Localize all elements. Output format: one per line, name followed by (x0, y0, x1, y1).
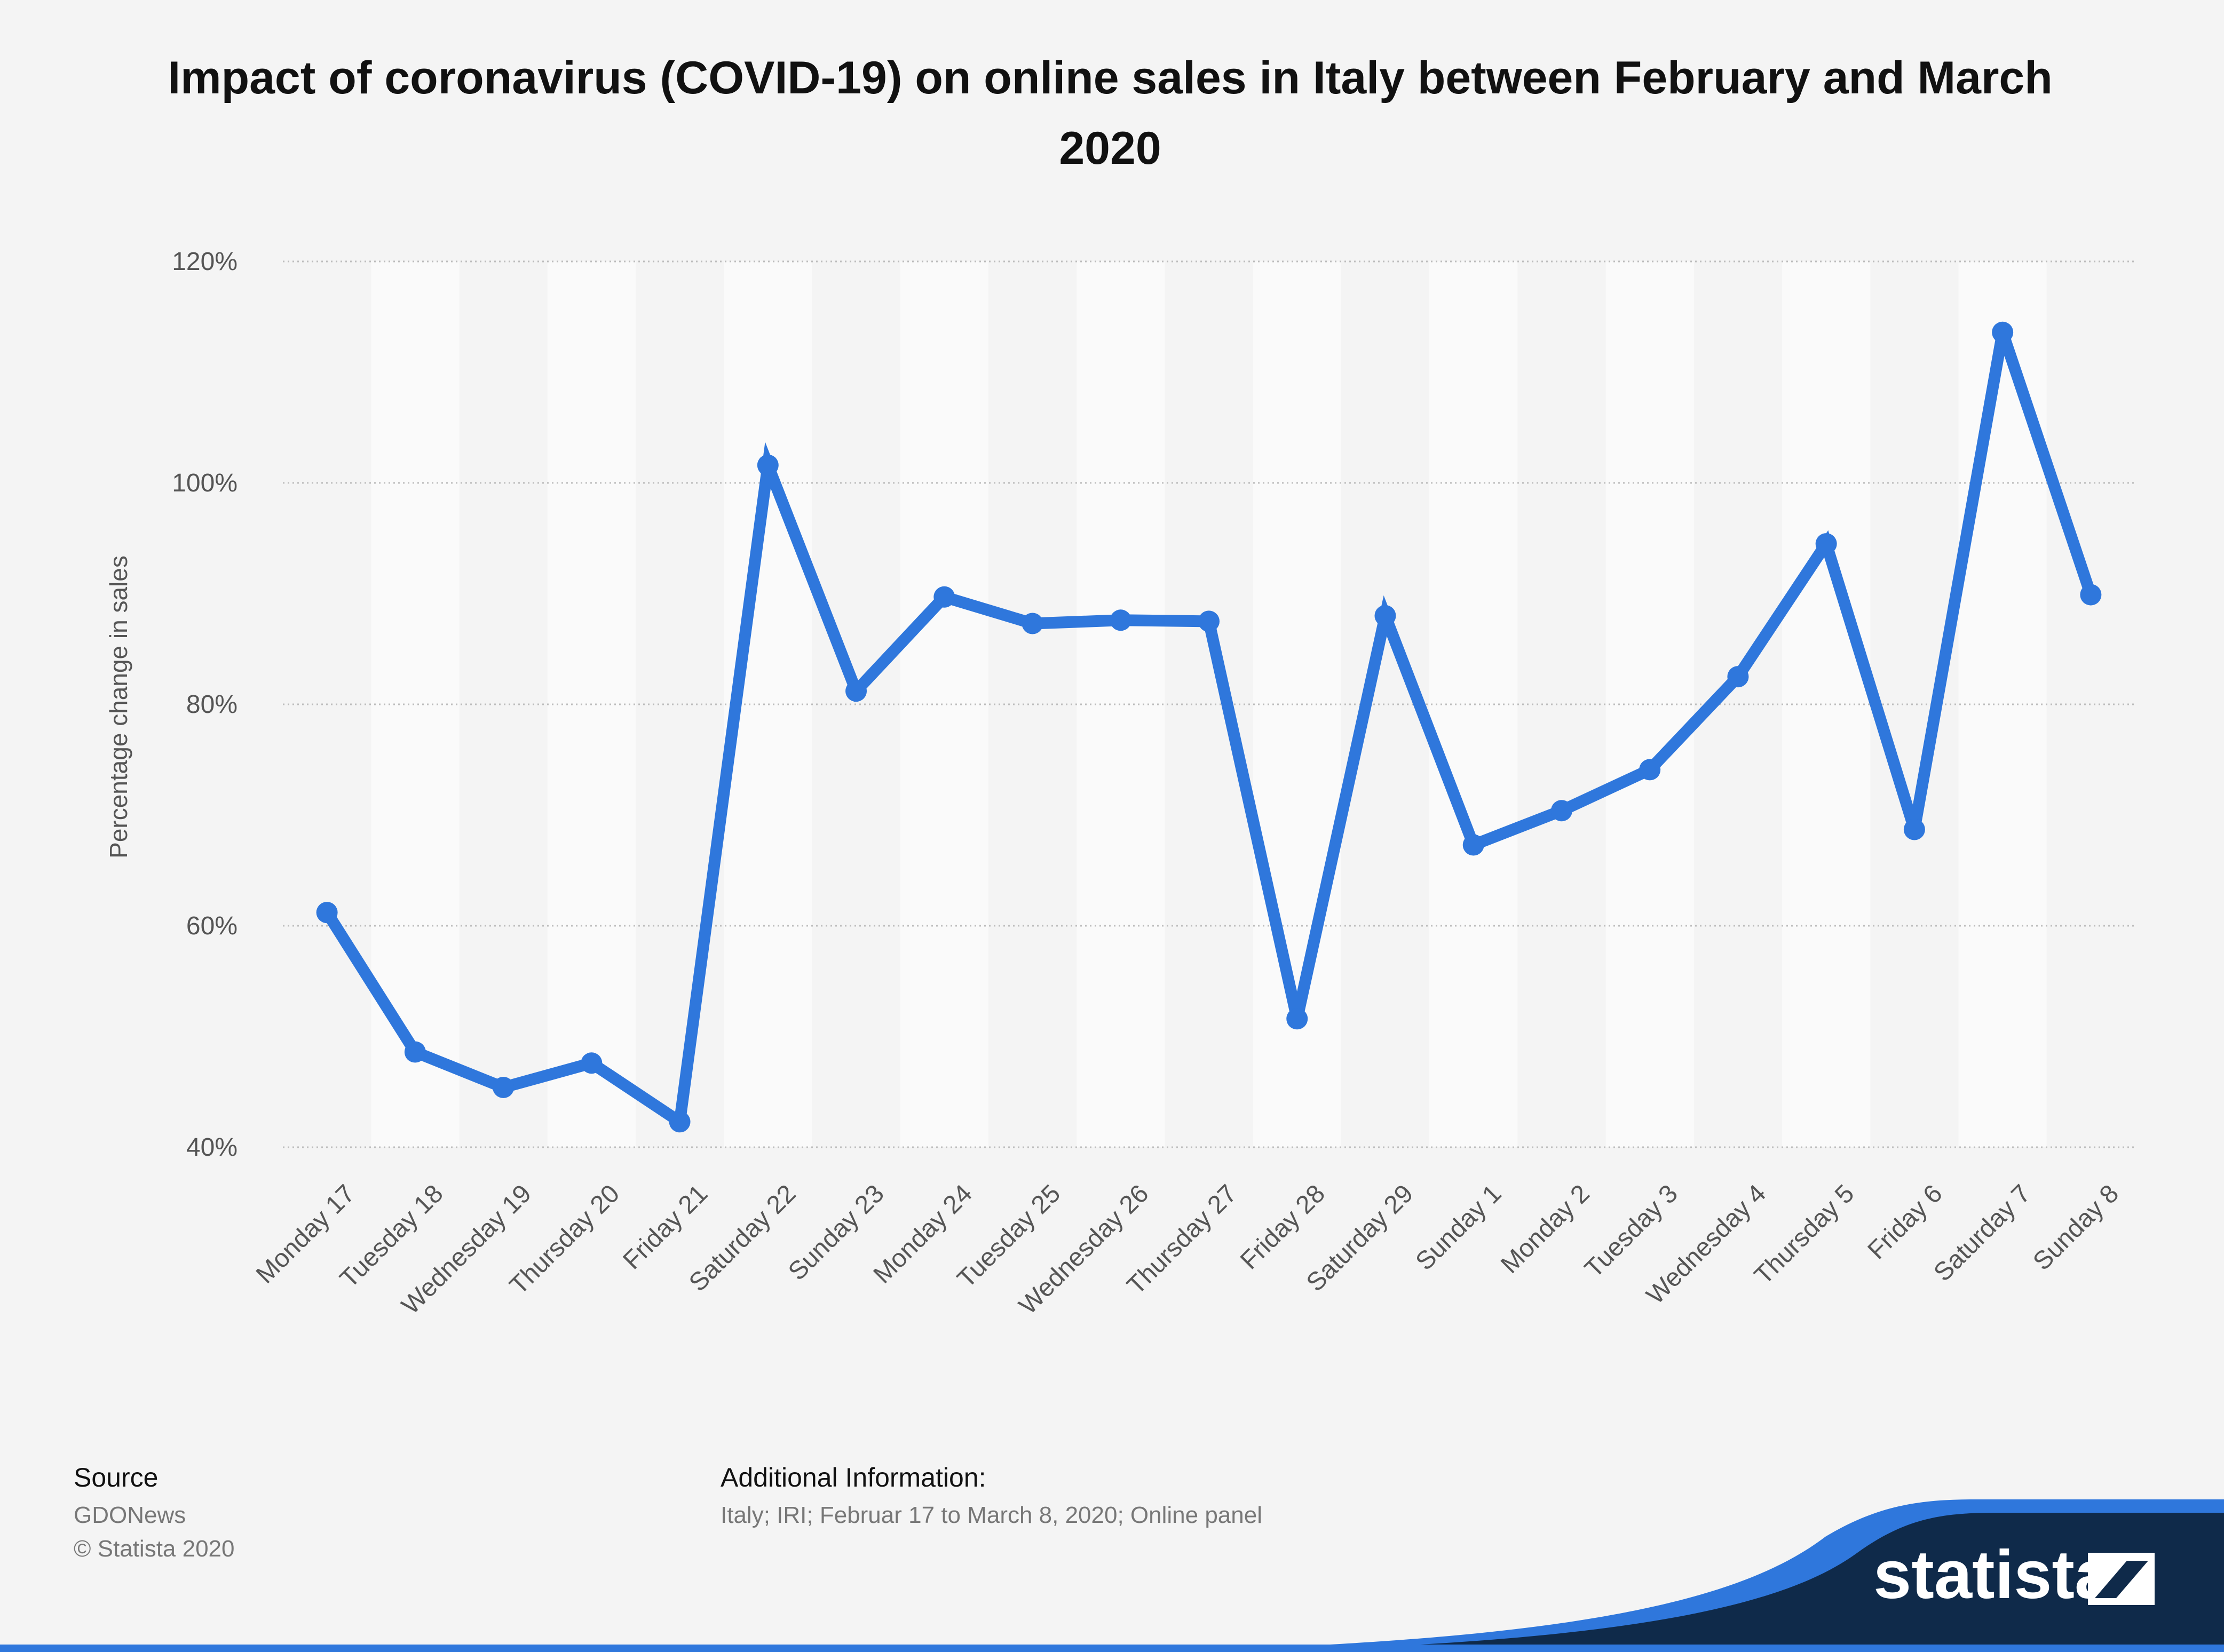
data-point[interactable] (1639, 759, 1661, 781)
data-point[interactable] (1110, 609, 1131, 631)
column-band (1605, 261, 1694, 1147)
data-point[interactable] (757, 454, 779, 476)
gridlines (283, 260, 2135, 1148)
data-point[interactable] (1286, 1008, 1308, 1030)
column-band (1429, 261, 1518, 1147)
data-point[interactable] (404, 1041, 426, 1063)
y-tick-label: 40% (186, 1133, 238, 1162)
y-tick-label: 60% (186, 912, 238, 940)
data-point[interactable] (493, 1076, 515, 1098)
series-group (316, 321, 2102, 1133)
chart-title: Impact of coronavirus (COVID-19) on onli… (168, 52, 2053, 174)
data-point[interactable] (1198, 610, 1220, 632)
data-point[interactable] (1727, 666, 1749, 688)
copyright: © Statista 2020 (74, 1536, 235, 1562)
y-tick-label: 80% (186, 690, 238, 719)
y-axis-label: Percentage change in sales (105, 555, 132, 859)
data-point[interactable] (1992, 321, 2014, 343)
statista-logo-text[interactable]: statista (1873, 1537, 2113, 1613)
additional-info-text: Italy; IRI; Februar 17 to March 8, 2020;… (721, 1502, 1262, 1528)
data-point[interactable] (1550, 800, 1572, 822)
additional-info-heading: Additional Information: (721, 1463, 986, 1492)
y-tick-label: 100% (172, 469, 238, 497)
source-name[interactable]: GDONews (74, 1502, 186, 1528)
y-axis-ticks: 40% 60% 80% 100% 120% (172, 248, 238, 1162)
data-point[interactable] (845, 680, 867, 702)
statista-logo-icon (2088, 1553, 2155, 1605)
data-point[interactable] (2080, 584, 2102, 606)
column-band (900, 261, 988, 1147)
y-tick-label: 120% (172, 248, 238, 276)
data-point[interactable] (1374, 605, 1396, 626)
data-point[interactable] (316, 902, 338, 924)
data-point[interactable] (1462, 834, 1484, 856)
data-point[interactable] (669, 1111, 691, 1133)
bottom-blue-bar (0, 1645, 2224, 1652)
brand-navy-swoosh (1228, 1513, 2224, 1652)
data-point[interactable] (581, 1052, 603, 1074)
data-point[interactable] (1815, 533, 1837, 555)
data-point[interactable] (1022, 613, 1043, 634)
data-point[interactable] (1903, 819, 1925, 840)
source-heading: Source (74, 1463, 159, 1492)
data-point[interactable] (933, 586, 955, 608)
